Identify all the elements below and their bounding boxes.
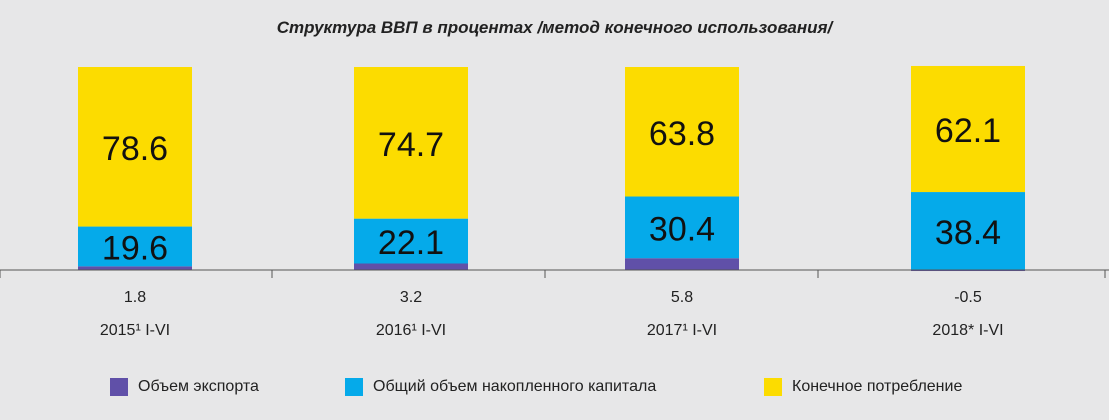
data-label-consumption-3: 62.1 — [935, 112, 1001, 150]
legend-label-export: Объем экспорта — [138, 378, 259, 395]
data-label-consumption-2: 63.8 — [649, 115, 715, 153]
data-label-consumption-1: 74.7 — [378, 126, 444, 164]
bar-capital-3 — [911, 192, 1025, 270]
legend-label-consumption: Конечное потребление — [792, 378, 963, 395]
legend-item-capital: Общий объем накопленного капитала — [345, 378, 656, 396]
bar-export-0 — [78, 266, 192, 270]
bar-capital-1 — [354, 218, 468, 264]
legend-swatch-consumption — [764, 378, 782, 396]
legend-item-export: Объем экспорта — [110, 378, 259, 396]
data-label-export-2: 5.8 — [671, 289, 693, 306]
category-label-1: 2016¹ I-VI — [376, 322, 446, 339]
legend-swatch-export — [110, 378, 128, 396]
legend: Объем экспорта Общий объем накопленного … — [0, 378, 1109, 408]
data-label-export-1: 3.2 — [400, 289, 422, 306]
data-label-export-3: -0.5 — [954, 289, 982, 306]
data-label-capital-1: 22.1 — [378, 224, 444, 262]
category-label-3: 2018* I-VI — [932, 322, 1003, 339]
legend-swatch-capital — [345, 378, 363, 396]
legend-item-consumption: Конечное потребление — [764, 378, 962, 396]
bar-consumption-3 — [911, 65, 1025, 193]
data-label-export-0: 1.8 — [124, 289, 146, 306]
bar-consumption-2 — [625, 67, 739, 197]
category-label-0: 2015¹ I-VI — [100, 322, 170, 339]
data-label-consumption-0: 78.6 — [102, 130, 168, 168]
bar-consumption-0 — [78, 67, 192, 227]
category-label-2: 2017¹ I-VI — [647, 322, 717, 339]
bar-export-1 — [354, 263, 468, 270]
bar-capital-2 — [625, 196, 739, 259]
bar-consumption-1 — [354, 67, 468, 219]
bar-export-3 — [911, 270, 1025, 272]
data-label-capital-2: 30.4 — [649, 210, 715, 248]
data-label-capital-3: 38.4 — [935, 214, 1001, 252]
chart-title: Структура ВВП в процентах /метод конечно… — [276, 18, 833, 37]
bar-capital-0 — [78, 226, 192, 267]
data-label-capital-0: 19.6 — [102, 229, 168, 267]
bar-export-2 — [625, 258, 739, 270]
legend-label-capital: Общий объем накопленного капитала — [373, 378, 657, 395]
